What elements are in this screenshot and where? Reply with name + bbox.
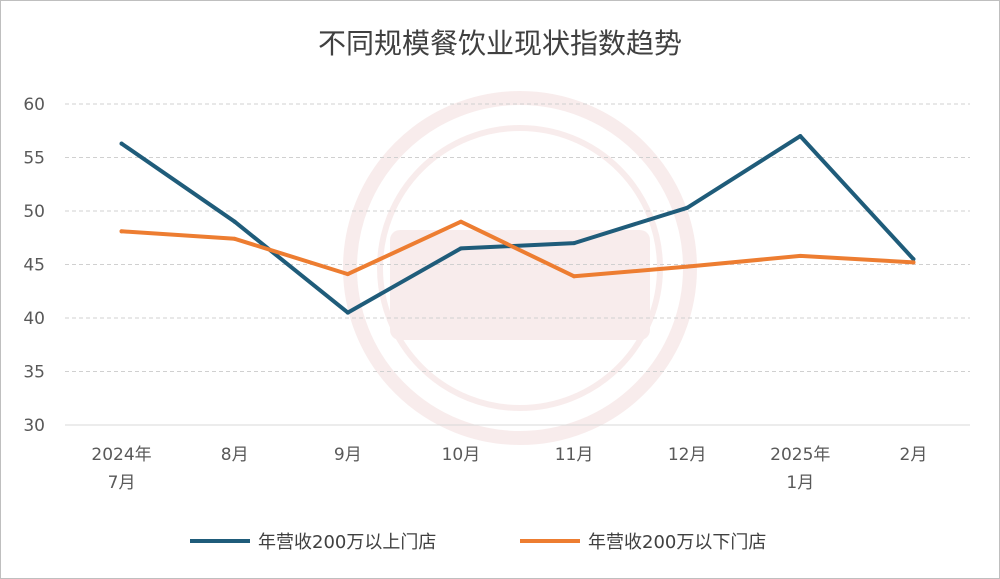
data-point	[911, 257, 916, 262]
y-tick-label: 50	[23, 202, 45, 222]
data-point	[119, 229, 124, 234]
data-point	[345, 310, 350, 315]
data-point	[119, 141, 124, 146]
y-tick-label: 35	[23, 363, 45, 383]
data-point	[685, 264, 690, 269]
x-tick-label: 10月	[442, 445, 481, 465]
data-point	[798, 253, 803, 258]
x-tick-label: 2024年 7月	[91, 445, 151, 493]
y-tick-label: 40	[23, 309, 45, 329]
x-tick-label: 12月	[668, 445, 707, 465]
x-tick-label: 8月	[221, 445, 249, 465]
data-point	[232, 219, 237, 224]
data-point	[232, 236, 237, 241]
data-point	[911, 260, 916, 265]
data-point	[572, 274, 577, 279]
legend-label: 年营收200万以下门店	[588, 532, 766, 553]
data-point	[685, 205, 690, 210]
series-line-1	[119, 219, 916, 279]
data-point	[458, 246, 463, 251]
data-point	[345, 272, 350, 277]
x-tick-label: 2025年 1月	[770, 445, 830, 493]
y-tick-label: 60	[23, 95, 45, 115]
y-tick-label: 30	[23, 416, 45, 436]
watermark-logo	[343, 91, 697, 445]
data-point	[572, 241, 577, 246]
x-tick-label: 11月	[555, 445, 594, 465]
y-tick-label: 45	[23, 256, 45, 276]
chart-title: 不同规模餐饮业现状指数趋势	[317, 27, 682, 60]
y-tick-label: 55	[23, 149, 45, 169]
data-point	[798, 134, 803, 139]
legend-label: 年营收200万以上门店	[258, 532, 436, 553]
x-tick-label: 2月	[900, 445, 928, 465]
x-tick-label: 9月	[334, 445, 362, 465]
series-line-0	[119, 134, 916, 315]
data-point	[458, 219, 463, 224]
